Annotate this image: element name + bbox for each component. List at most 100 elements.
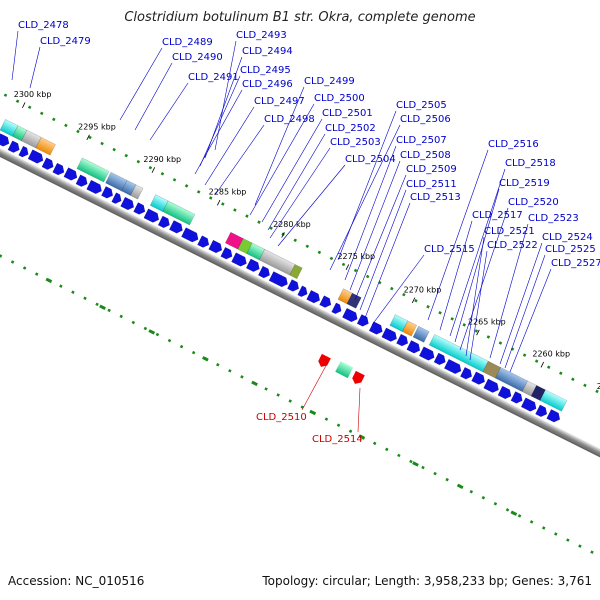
scale-tick-label: 2290 kbp	[143, 155, 181, 164]
grid-dot	[88, 135, 92, 140]
gene-label: CLD_2495	[240, 65, 291, 76]
grid-dot	[341, 262, 346, 267]
grid-dot	[566, 538, 570, 542]
gene-arrow	[497, 386, 512, 399]
gene-arrow	[169, 220, 183, 234]
grid-dot	[131, 320, 136, 325]
grid-dot	[559, 371, 563, 375]
scale-tick	[411, 297, 416, 304]
gene-leader-line	[214, 124, 265, 196]
reverse-gene-arrow	[318, 353, 331, 367]
grid-dot	[372, 441, 377, 446]
grid-dot	[414, 298, 418, 303]
map-title: Clostridium botulinum B1 str. Okra, comp…	[124, 10, 476, 25]
grid-dot	[505, 508, 510, 512]
grid-dot	[240, 375, 244, 379]
gene-leader-line	[344, 145, 397, 281]
scale-tick	[281, 232, 285, 238]
gene-arrow	[483, 378, 499, 393]
ring-dash	[456, 483, 464, 490]
gene-arrow	[287, 279, 299, 292]
scale-tick	[216, 199, 221, 206]
ring-dash	[45, 277, 53, 284]
gene-block	[412, 325, 430, 343]
gene-leader-line	[509, 268, 552, 373]
gene-arrow	[120, 197, 134, 210]
gene-label: CLD_2514	[312, 434, 363, 445]
gene-label: CLD_2502	[325, 123, 376, 134]
gene-leader-line	[134, 62, 173, 131]
grid-dot	[148, 165, 153, 170]
grid-dot	[22, 266, 27, 270]
grid-dot	[191, 350, 196, 355]
gene-arrow	[246, 258, 260, 272]
grid-dot	[554, 532, 558, 536]
gene-leader-line	[254, 86, 305, 206]
gene-leader-line	[504, 254, 546, 369]
gene-arrow	[471, 371, 485, 385]
gene-arrow	[75, 174, 88, 187]
scale-tick-label: 2280 kbp	[273, 220, 311, 229]
grid-dot	[143, 326, 148, 331]
gene-arrow	[268, 271, 288, 287]
gene-arrows	[0, 133, 560, 423]
gene-arrow	[0, 133, 10, 147]
grid-dot	[324, 417, 329, 421]
gene-arrow	[27, 149, 44, 164]
gene-label: CLD_2510	[256, 412, 307, 423]
topology-stats: Topology: circular; Length: 3,958,233 bp…	[262, 574, 592, 588]
scale-tick	[22, 102, 26, 108]
gene-label: CLD_2479	[40, 36, 91, 47]
gene-arrow	[306, 290, 320, 304]
scale-tick-label: 2275 kbp	[337, 252, 375, 261]
grid-dot	[184, 184, 189, 188]
grid-dot	[107, 308, 111, 313]
grid-dot	[397, 453, 401, 458]
gene-arrow	[197, 235, 209, 248]
grid-dot	[590, 550, 594, 554]
gene-leader-line	[261, 118, 323, 223]
grid-dot	[196, 190, 201, 194]
ring-dash	[251, 380, 258, 387]
ring-dash	[202, 356, 209, 362]
gene-label: CLD_2521	[484, 226, 535, 237]
grid-dot	[529, 520, 534, 524]
grid-dot	[83, 296, 87, 301]
genome-backbone	[0, 139, 600, 487]
grid-dot	[124, 153, 128, 158]
gene-labels: 2300 kbp 2295 kbp 2290 kbp 2285 kbp 2280 kbp…	[11, 20, 600, 445]
gene-arrow	[86, 180, 102, 194]
grid-dot	[10, 260, 15, 264]
gene-label: CLD_2511	[406, 179, 457, 190]
grid-dot	[571, 377, 575, 382]
grid-dot	[71, 290, 75, 294]
grid-dot	[385, 447, 389, 452]
gene-arrow	[357, 314, 369, 327]
gene-arrow	[419, 346, 435, 361]
gene-arrow	[101, 186, 113, 199]
gene-arrow	[510, 391, 523, 404]
grid-dot	[172, 178, 177, 182]
gene-arrow	[18, 146, 29, 158]
grid-dot	[474, 329, 479, 333]
gene-arrow	[41, 157, 54, 170]
gene-label: CLD_2501	[322, 108, 373, 119]
gene-label: CLD_2490	[172, 52, 223, 63]
scale-tick-label: 2270 kbp	[404, 285, 442, 294]
gene-arrow	[433, 352, 446, 365]
grid-dot	[155, 332, 160, 337]
gene-block	[130, 184, 144, 200]
gene-label: CLD_2493	[236, 30, 287, 41]
gene-arrow	[460, 367, 472, 380]
gene-label: CLD_2500	[314, 93, 365, 104]
gene-label: CLD_2505	[396, 100, 447, 111]
gene-arrow	[331, 302, 342, 314]
gene-leader-line	[439, 220, 473, 331]
scale-tick	[476, 329, 480, 336]
gene-leader-line	[349, 160, 401, 291]
grid-dot	[583, 383, 587, 388]
gene-arrow	[546, 409, 560, 423]
gene-leader-line	[149, 82, 189, 141]
gene-label: CLD_2494	[242, 46, 293, 57]
gene-label: CLD_2496	[242, 79, 293, 90]
